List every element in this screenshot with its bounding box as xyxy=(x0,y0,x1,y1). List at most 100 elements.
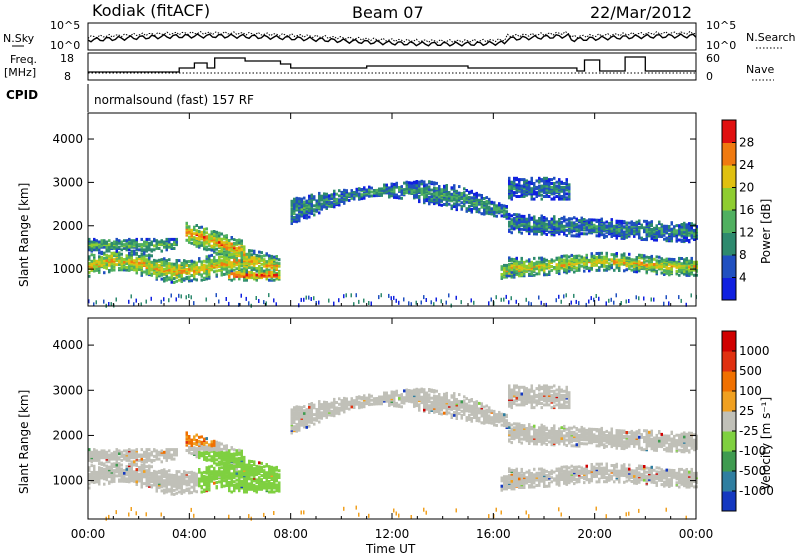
velocity-cell xyxy=(148,459,151,462)
power-cell xyxy=(226,251,229,254)
power-cell xyxy=(591,225,594,228)
power-cell xyxy=(108,247,111,250)
power-cell xyxy=(101,239,104,242)
power-cell xyxy=(658,221,661,224)
power-cell xyxy=(101,264,104,267)
power-cell xyxy=(483,201,486,204)
power-cell xyxy=(93,270,96,273)
velocity-cell xyxy=(101,449,104,452)
power-cell xyxy=(658,260,661,263)
power-cell xyxy=(216,231,219,234)
power-cell xyxy=(561,225,564,228)
power-cell xyxy=(626,222,629,225)
power-cell xyxy=(623,233,626,236)
power-cell xyxy=(171,268,174,271)
power-cell xyxy=(501,214,504,217)
power-cell xyxy=(566,222,569,225)
power-cell xyxy=(393,183,396,186)
power-cell xyxy=(188,238,191,241)
power-cell xyxy=(108,243,111,246)
power-cell xyxy=(631,220,634,223)
power-cell xyxy=(213,233,216,236)
power-cell xyxy=(518,187,521,190)
power-cell xyxy=(548,178,551,181)
power-cell xyxy=(463,191,466,194)
power-cell xyxy=(381,193,384,196)
power-cell xyxy=(561,217,564,220)
power-cell xyxy=(246,279,249,282)
power-cell xyxy=(513,271,516,274)
power-cell xyxy=(396,194,399,197)
power-cell xyxy=(678,274,681,277)
power-cell xyxy=(276,262,279,265)
power-cell xyxy=(146,254,149,257)
power-cell xyxy=(543,221,546,224)
velocity-cell xyxy=(113,451,116,454)
power-cell xyxy=(473,193,476,196)
power-cell xyxy=(358,192,361,195)
power-cell xyxy=(158,247,161,250)
power-cell xyxy=(336,202,339,205)
velocity-cell xyxy=(231,491,234,494)
power-cell xyxy=(466,210,469,213)
power-cell xyxy=(566,234,569,237)
power-cell xyxy=(208,243,211,246)
power-cell xyxy=(581,223,584,226)
velocity-cell xyxy=(111,463,114,466)
power-cell xyxy=(678,295,680,299)
velocity-cell xyxy=(133,449,136,452)
power-cell xyxy=(546,223,549,226)
power-cell xyxy=(611,225,614,228)
power-cell xyxy=(641,224,644,227)
power-cell xyxy=(558,227,561,230)
power-cell xyxy=(516,262,519,265)
power-cell xyxy=(668,269,671,272)
power-cell xyxy=(278,262,281,265)
power-cell xyxy=(636,256,639,259)
power-cell xyxy=(138,255,141,258)
velocity-cell xyxy=(188,471,191,474)
power-cell xyxy=(223,268,226,271)
power-cell xyxy=(233,269,236,272)
velocity-cell xyxy=(123,472,126,475)
power-cell xyxy=(186,231,189,234)
power-cell xyxy=(651,298,653,302)
power-cell xyxy=(448,199,451,202)
power-cell xyxy=(653,227,656,230)
velocity-cell xyxy=(216,452,219,455)
power-cell xyxy=(121,257,124,260)
power-cell xyxy=(511,271,514,274)
power-cell xyxy=(91,248,94,251)
power-cell xyxy=(566,254,569,257)
power-cell xyxy=(563,186,566,189)
power-cell xyxy=(241,294,243,298)
power-cell xyxy=(111,242,114,245)
power-cell xyxy=(518,228,521,231)
power-cell xyxy=(531,264,534,267)
power-cell xyxy=(418,195,421,198)
power-cell xyxy=(248,266,251,269)
power-cell xyxy=(443,189,446,192)
power-cell xyxy=(321,208,324,211)
velocity-cell xyxy=(101,470,104,473)
power-cell xyxy=(93,264,96,267)
power-cell xyxy=(123,261,126,264)
power-cell xyxy=(686,223,689,226)
power-cell xyxy=(588,218,591,221)
power-cell xyxy=(556,181,559,184)
power-cell xyxy=(151,273,154,276)
velocity-cell xyxy=(126,465,129,468)
power-cell xyxy=(638,220,641,223)
power-cell xyxy=(566,271,569,274)
power-cell xyxy=(531,226,534,229)
power-cell xyxy=(193,240,196,243)
power-cell xyxy=(566,229,569,232)
power-cell xyxy=(518,213,521,216)
velocity-cell xyxy=(193,446,196,449)
velocity-cell xyxy=(238,449,241,452)
power-cell xyxy=(541,178,544,181)
power-cell xyxy=(691,222,694,225)
velocity-cell xyxy=(181,492,184,495)
power-cell xyxy=(263,270,266,273)
power-cell xyxy=(386,184,389,187)
